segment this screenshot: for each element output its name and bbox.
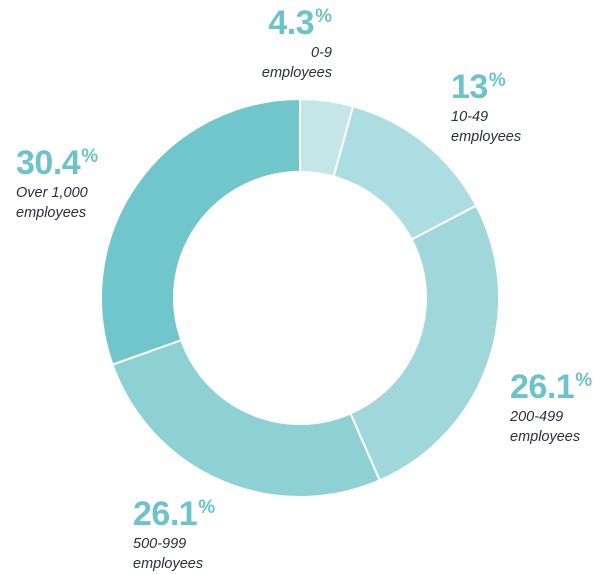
slice-value-10-49: 13 xyxy=(451,68,488,106)
donut-slice-4 xyxy=(100,97,301,366)
slice-category-10-49: 10-49 xyxy=(451,109,489,125)
slice-category-suffix: employees xyxy=(261,65,332,81)
slice-category-suffix: employees xyxy=(510,429,581,445)
slice-category-0-9: 0-9 xyxy=(311,45,332,61)
slice-label-500-999: 26.1% 500-999 employees xyxy=(133,497,215,574)
donut-slice-3 xyxy=(111,338,381,498)
slice-label-0-9: 4.3% 0-9 employees xyxy=(252,6,332,83)
percent-sign: % xyxy=(198,497,216,518)
slice-value-200-499: 26.1 xyxy=(510,368,575,406)
slice-label-10-49: 13% 10-49 employees xyxy=(451,70,521,147)
slice-value-0-9: 4.3 xyxy=(268,4,315,42)
percent-sign: % xyxy=(575,370,593,391)
slice-category-200-499: 200-499 xyxy=(510,409,564,425)
percent-sign: % xyxy=(488,70,506,91)
slice-category-500-999: 500-999 xyxy=(133,536,187,552)
slice-label-over-1000: 30.4% Over 1,000 employees xyxy=(16,146,98,223)
slice-category-suffix: employees xyxy=(451,129,522,145)
slice-category-suffix: employees xyxy=(16,205,87,221)
slice-value-500-999: 26.1 xyxy=(133,495,198,533)
donut-slice-2 xyxy=(349,204,500,482)
slice-category-suffix: employees xyxy=(133,556,204,572)
slice-label-200-499: 26.1% 200-499 employees xyxy=(510,370,592,447)
percent-sign: % xyxy=(315,6,332,27)
slice-category-over-1000: Over 1,000 xyxy=(16,185,88,201)
percent-sign: % xyxy=(81,146,99,167)
slice-value-over-1000: 30.4 xyxy=(16,144,81,182)
